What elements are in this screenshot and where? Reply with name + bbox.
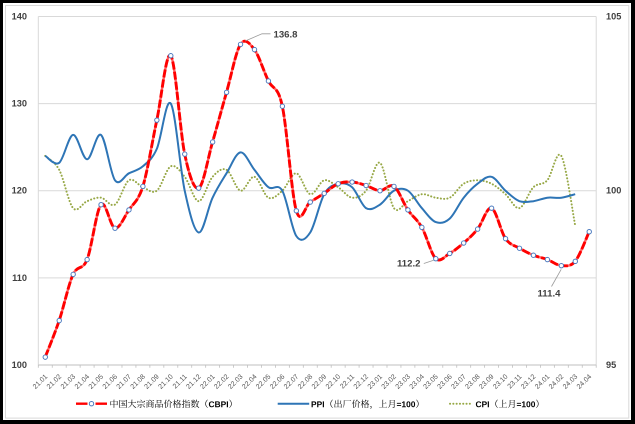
svg-text:140: 140 — [12, 11, 27, 21]
svg-text:111.4: 111.4 — [538, 289, 562, 300]
svg-text:112.2: 112.2 — [397, 259, 420, 270]
svg-text:105: 105 — [606, 11, 621, 21]
svg-text:120: 120 — [12, 186, 27, 196]
svg-text:100: 100 — [606, 186, 621, 196]
svg-text:136.8: 136.8 — [274, 29, 299, 40]
svg-text:95: 95 — [606, 360, 616, 370]
svg-text:100: 100 — [12, 360, 27, 370]
svg-text:110: 110 — [12, 273, 27, 283]
svg-text:130: 130 — [12, 99, 27, 109]
